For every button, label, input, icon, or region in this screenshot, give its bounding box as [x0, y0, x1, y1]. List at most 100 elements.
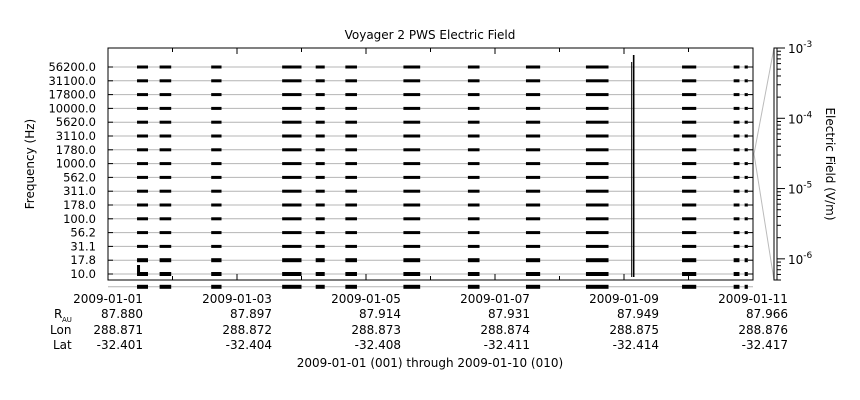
data-trace	[403, 189, 421, 193]
data-trace	[525, 148, 541, 152]
data-trace	[467, 284, 480, 289]
data-trace	[744, 162, 748, 166]
data-trace	[585, 231, 609, 235]
data-trace	[345, 284, 357, 289]
data-trace	[345, 134, 357, 138]
data-trace	[137, 217, 148, 221]
data-trace	[744, 217, 748, 221]
data-trace	[211, 284, 222, 289]
data-trace	[159, 272, 172, 276]
y-tick-label: 178.0	[63, 198, 96, 212]
x-axis-ticks	[107, 48, 754, 280]
y-tick-label: 1000.0	[56, 157, 96, 171]
x-tick-date: 2009-01-05	[331, 292, 401, 306]
data-trace	[682, 106, 697, 110]
data-trace	[315, 203, 325, 207]
data-trace	[525, 134, 541, 138]
data-trace	[403, 272, 421, 276]
data-trace	[733, 93, 740, 97]
data-trace	[585, 65, 609, 69]
data-trace	[525, 120, 541, 124]
data-trace	[345, 175, 357, 179]
data-trace	[467, 175, 480, 179]
data-trace	[345, 272, 357, 276]
data-trace	[345, 65, 357, 69]
data-trace	[315, 217, 325, 221]
data-trace	[733, 106, 740, 110]
data-trace	[137, 189, 148, 193]
data-trace	[733, 162, 740, 166]
data-trace	[744, 120, 748, 124]
data-trace	[525, 244, 541, 248]
data-trace	[315, 148, 325, 152]
x-tick-r_au: 87.966	[746, 307, 788, 321]
data-trace	[159, 231, 172, 235]
data-trace	[403, 244, 421, 248]
data-trace	[525, 93, 541, 97]
data-trace	[682, 189, 697, 193]
data-trace	[137, 244, 148, 248]
data-trace	[733, 79, 740, 83]
data-trace	[211, 272, 222, 276]
data-trace	[682, 148, 697, 152]
data-trace	[744, 258, 748, 263]
data-trace	[159, 244, 172, 248]
data-trace	[137, 65, 148, 69]
data-trace	[137, 162, 148, 166]
x-tick-lat: -32.411	[484, 338, 530, 352]
data-trace	[345, 258, 357, 263]
data-trace	[682, 284, 697, 289]
data-trace	[159, 162, 172, 166]
data-trace	[525, 203, 541, 207]
y-axis-label: Frequency (Hz)	[23, 119, 37, 210]
data-trace	[159, 65, 172, 69]
y-tick-label: 31100.0	[48, 74, 96, 88]
y-tick-label: 10.0	[70, 267, 96, 281]
data-trace	[345, 244, 357, 248]
data-trace	[525, 284, 541, 289]
x-tick-date: 2009-01-09	[589, 292, 659, 306]
data-trace	[137, 265, 141, 274]
data-trace	[585, 284, 609, 289]
data-trace	[282, 258, 302, 263]
colorbar-connector	[753, 47, 775, 281]
data-trace	[403, 120, 421, 124]
y-tick-label: 56.2	[70, 226, 96, 240]
data-trace	[585, 79, 609, 83]
x-tick-lon: 288.871	[93, 323, 143, 337]
y-tick-label: 56200.0	[48, 60, 96, 74]
grid-lines	[108, 66, 753, 288]
data-trace	[282, 189, 302, 193]
data-trace	[733, 189, 740, 193]
data-trace	[682, 258, 697, 263]
y-tick-label: 31.1	[70, 239, 96, 253]
data-trace	[733, 231, 740, 235]
data-trace	[315, 162, 325, 166]
y-tick-label: 17.8	[70, 253, 96, 267]
data-trace	[159, 120, 172, 124]
data-trace	[211, 258, 222, 263]
x-tick-r_au: 87.931	[488, 307, 530, 321]
data-trace	[315, 79, 325, 83]
data-trace	[585, 272, 609, 276]
data-trace	[159, 203, 172, 207]
data-trace	[211, 93, 222, 97]
data-trace	[744, 189, 748, 193]
data-trace	[467, 93, 480, 97]
data-trace	[682, 272, 697, 276]
data-trace	[211, 162, 222, 166]
data-trace	[744, 272, 748, 276]
data-trace	[525, 162, 541, 166]
data-trace	[345, 231, 357, 235]
data-trace	[159, 189, 172, 193]
x-tick-lon: 288.872	[222, 323, 272, 337]
data-trace	[345, 120, 357, 124]
data-trace	[525, 272, 541, 276]
x-tick-date: 2009-01-11	[718, 292, 788, 306]
data-trace	[137, 79, 148, 83]
data-trace	[585, 148, 609, 152]
x-tick-r_au: 87.880	[101, 307, 143, 321]
x-tick-r_au: 87.897	[230, 307, 272, 321]
data-trace	[733, 258, 740, 263]
